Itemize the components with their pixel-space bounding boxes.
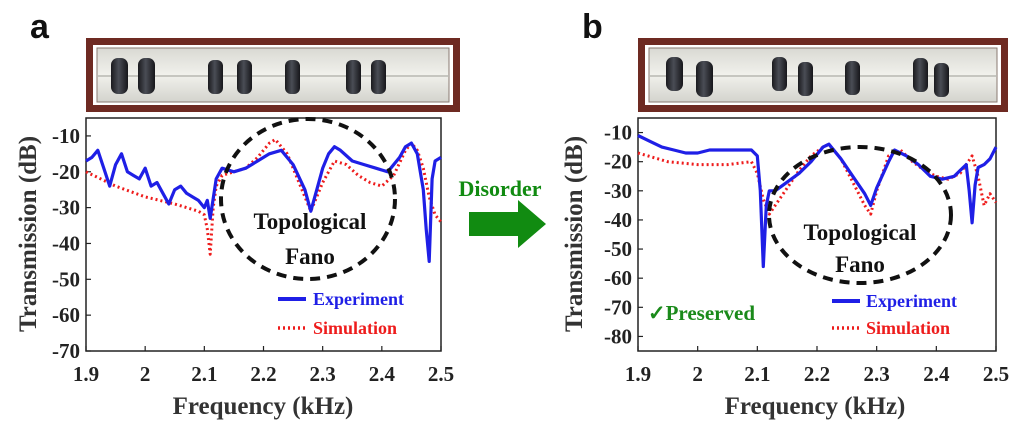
legend-label-simulation-b: Simulation <box>866 318 950 338</box>
rods-b <box>666 57 949 97</box>
legend-b: Experiment Simulation <box>832 291 957 338</box>
panel-letter-b: b <box>582 8 603 46</box>
x-tick-label: 2.1 <box>191 362 217 386</box>
panel-a: a 1.9 2 2.1 2.2 2.3 2.4 2.5 -10 -20 -30 -40 -50 -60 -… <box>15 8 460 420</box>
preserved-status: ✓Preserved <box>648 301 755 325</box>
annotation-fano-b: Fano <box>835 252 885 277</box>
annotation-topological-b: Topological <box>804 220 917 245</box>
chart-marks-b: 1.9 2 2.1 2.2 2.3 2.4 2.5 -10 -20 -30 -40 -50 -60 -70… <box>604 121 1009 386</box>
disorder-label: Disorder <box>458 176 541 201</box>
y-tick-label: -70 <box>604 295 632 319</box>
photo-glass-a <box>96 47 450 103</box>
x-tick-label: 1.9 <box>625 362 651 386</box>
series-line-simulation <box>637 142 998 216</box>
legend-a: Experiment Simulation <box>278 289 404 338</box>
arrow-right-icon <box>469 200 546 248</box>
y-tick-label: -30 <box>604 179 632 203</box>
y-tick-label: -20 <box>604 150 632 174</box>
x-tick-label: 2.5 <box>428 362 454 386</box>
x-tick-label: 2 <box>692 362 703 386</box>
y-tick-label: -50 <box>52 267 80 291</box>
legend-label-simulation-a: Simulation <box>313 318 397 338</box>
x-tick-label: 2.2 <box>250 362 276 386</box>
series-line-simulation <box>85 138 443 256</box>
y-tick-label: -80 <box>604 324 632 348</box>
y-tick-label: -30 <box>52 196 80 220</box>
y-tick-label: -50 <box>604 237 632 261</box>
legend-label-experiment-a: Experiment <box>313 289 404 309</box>
disorder-arrow: Disorder <box>458 176 546 248</box>
y-axis-label-b: Transmission (dB) <box>561 136 588 332</box>
y-tick-label: -10 <box>52 124 80 148</box>
y-tick-label: -70 <box>52 339 80 363</box>
y-tick-label: -60 <box>52 303 80 327</box>
chart-marks-a: 1.9 2 2.1 2.2 2.3 2.4 2.5 -10 -20 -30 -40 -50 -60 -70 <box>52 124 454 386</box>
y-tick-label: -60 <box>604 266 632 290</box>
y-axis-label-a: Transmission (dB) <box>15 136 42 332</box>
x-tick-label: 1.9 <box>73 362 99 386</box>
panel-b: b 1.9 2 2.1 2.2 2.3 2.4 2.5 -10 -20 -30 -40 -50 -60 -… <box>561 8 1009 420</box>
legend-label-experiment-b: Experiment <box>866 291 957 311</box>
annotation-fano-a: Fano <box>285 244 335 269</box>
rods-a <box>111 58 386 94</box>
fano-highlight-ellipse-b <box>767 145 953 285</box>
y-tick-label: -20 <box>52 160 80 184</box>
y-tick-label: -10 <box>604 121 632 145</box>
x-tick-label: 2.4 <box>369 362 396 386</box>
y-tick-label: -40 <box>604 208 632 232</box>
photo-inset-a <box>86 38 460 112</box>
x-tick-label: 2.4 <box>923 362 950 386</box>
series-line-experiment <box>85 141 442 263</box>
photo-inset-b <box>638 38 1008 112</box>
annotation-topological-a: Topological <box>254 209 367 234</box>
x-tick-label: 2 <box>140 362 151 386</box>
series-line-experiment <box>637 134 998 269</box>
x-tick-label: 2.3 <box>310 362 336 386</box>
x-tick-label: 2.5 <box>983 362 1009 386</box>
x-tick-label: 2.3 <box>864 362 890 386</box>
x-tick-label: 2.1 <box>744 362 770 386</box>
x-axis-label-b: Frequency (kHz) <box>725 393 906 420</box>
panel-letter-a: a <box>30 8 50 46</box>
x-axis-label-a: Frequency (kHz) <box>173 393 354 420</box>
x-tick-label: 2.2 <box>804 362 830 386</box>
y-tick-label: -40 <box>52 231 80 255</box>
fano-highlight-ellipse-a <box>219 117 397 281</box>
